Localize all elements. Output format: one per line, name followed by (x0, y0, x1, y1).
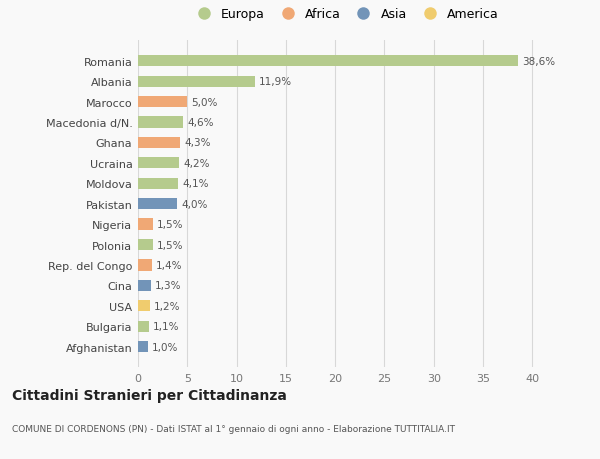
Bar (138, 321, 149, 332)
Bar (138, 301, 150, 312)
Text: 1,0%: 1,0% (152, 342, 178, 352)
Text: 1,1%: 1,1% (153, 321, 179, 331)
Bar (138, 240, 153, 251)
Bar (138, 117, 184, 129)
Text: COMUNE DI CORDENONS (PN) - Dati ISTAT al 1° gennaio di ogni anno - Elaborazione : COMUNE DI CORDENONS (PN) - Dati ISTAT al… (12, 425, 455, 433)
Bar (138, 199, 178, 210)
Bar (138, 97, 187, 108)
Text: 11,9%: 11,9% (259, 77, 292, 87)
Bar (138, 77, 256, 88)
Text: 1,2%: 1,2% (154, 301, 180, 311)
Text: Cittadini Stranieri per Cittadinanza: Cittadini Stranieri per Cittadinanza (12, 388, 287, 403)
Bar (138, 138, 181, 149)
Text: 5,0%: 5,0% (191, 97, 218, 107)
Text: 4,3%: 4,3% (184, 138, 211, 148)
Bar (138, 260, 152, 271)
Text: 4,0%: 4,0% (181, 199, 208, 209)
Bar (138, 178, 178, 190)
Bar (138, 158, 179, 169)
Bar (138, 341, 148, 353)
Bar (138, 219, 153, 230)
Text: 4,2%: 4,2% (184, 158, 210, 168)
Text: 4,6%: 4,6% (187, 118, 214, 128)
Bar (138, 280, 151, 291)
Text: 1,4%: 1,4% (156, 260, 182, 270)
Bar (138, 56, 518, 67)
Text: 38,6%: 38,6% (523, 57, 556, 67)
Legend: Europa, Africa, Asia, America: Europa, Africa, Asia, America (191, 8, 499, 22)
Text: 1,5%: 1,5% (157, 240, 183, 250)
Text: 1,3%: 1,3% (155, 281, 181, 291)
Text: 4,1%: 4,1% (182, 179, 209, 189)
Text: 1,5%: 1,5% (157, 219, 183, 230)
